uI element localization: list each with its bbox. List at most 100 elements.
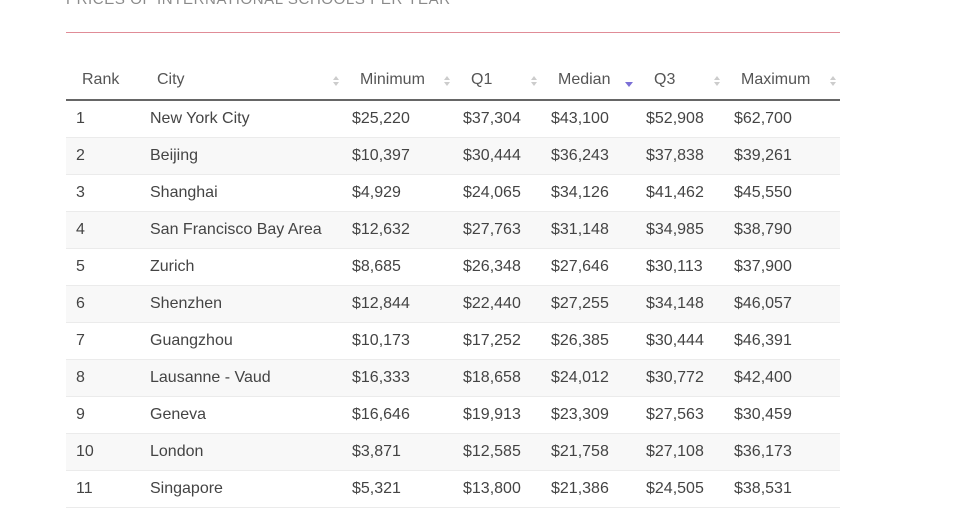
table-cell: Lausanne - Vaud: [150, 369, 271, 386]
table-cell: $16,646: [352, 406, 410, 423]
table-cell: $38,790: [734, 221, 792, 238]
table-row: [66, 360, 840, 397]
table-cell: $26,385: [551, 332, 609, 349]
table-cell: $24,065: [463, 184, 521, 201]
table-cell: 6: [76, 295, 85, 312]
table-cell: $30,444: [463, 147, 521, 164]
table-cell: $24,012: [551, 369, 609, 386]
table-cell: San Francisco Bay Area: [150, 221, 322, 238]
table-cell: $18,658: [463, 369, 521, 386]
table-cell: $19,913: [463, 406, 521, 423]
table-title: PRICES OF INTERNATIONAL SCHOOLS PER YEAR: [66, 0, 451, 8]
table-cell: $21,386: [551, 480, 609, 497]
table-cell: $39,261: [734, 147, 792, 164]
table-cell: 5: [76, 258, 85, 275]
table-cell: $46,057: [734, 295, 792, 312]
table-cell: $37,900: [734, 258, 792, 275]
table-cell: 7: [76, 332, 85, 349]
table-cell: $4,929: [352, 184, 401, 201]
table-cell: $42,400: [734, 369, 792, 386]
table-cell: $30,444: [646, 332, 704, 349]
column-header[interactable]: Minimum: [360, 71, 425, 88]
table-cell: $27,108: [646, 443, 704, 460]
table-cell: $17,252: [463, 332, 521, 349]
table-row: [66, 323, 840, 360]
table-cell: $8,685: [352, 258, 401, 275]
table-cell: Shanghai: [150, 184, 218, 201]
table-cell: $36,173: [734, 443, 792, 460]
table-cell: $3,871: [352, 443, 401, 460]
table-cell: $41,462: [646, 184, 704, 201]
table-cell: 3: [76, 184, 85, 201]
table-cell: Zurich: [150, 258, 195, 275]
table-cell: $21,758: [551, 443, 609, 460]
table-cell: New York City: [150, 110, 250, 127]
table-cell: 8: [76, 369, 85, 386]
table-row: [66, 434, 840, 471]
table-cell: $23,309: [551, 406, 609, 423]
table-cell: $34,985: [646, 221, 704, 238]
table-row: [66, 249, 840, 286]
table-cell: $10,173: [352, 332, 410, 349]
sort-indicator[interactable]: [331, 74, 341, 88]
table-cell: 4: [76, 221, 85, 238]
table-cell: $46,391: [734, 332, 792, 349]
table-cell: $16,333: [352, 369, 410, 386]
table-cell: $24,505: [646, 480, 704, 497]
table-cell: $5,321: [352, 480, 401, 497]
table-cell: $36,243: [551, 147, 609, 164]
table-cell: Beijing: [150, 147, 199, 164]
column-header[interactable]: Rank: [82, 71, 120, 88]
column-header[interactable]: Median: [558, 71, 611, 88]
table-cell: Guangzhou: [150, 332, 233, 349]
table-cell: London: [150, 443, 204, 460]
sort-indicator-active[interactable]: [624, 74, 634, 88]
sort-indicator[interactable]: [712, 74, 722, 88]
table-cell: Geneva: [150, 406, 207, 423]
table-cell: $26,348: [463, 258, 521, 275]
table-cell: Shenzhen: [150, 295, 223, 312]
table-cell: $31,148: [551, 221, 609, 238]
table-cell: $10,397: [352, 147, 410, 164]
header-border: [66, 99, 840, 101]
table-cell: 11: [76, 480, 93, 497]
sort-indicator[interactable]: [442, 74, 452, 88]
table-cell: $12,585: [463, 443, 521, 460]
column-header[interactable]: Maximum: [741, 71, 811, 88]
table-cell: $43,100: [551, 110, 609, 127]
table-cell: $22,440: [463, 295, 521, 312]
table-cell: $27,763: [463, 221, 521, 238]
table-row: [66, 212, 840, 249]
table-cell: $38,531: [734, 480, 792, 497]
sort-indicator[interactable]: [828, 74, 838, 88]
table-row: [66, 175, 840, 212]
table-cell: $30,772: [646, 369, 704, 386]
table-row: [66, 101, 840, 138]
table-cell: $37,838: [646, 147, 704, 164]
table-cell: $12,844: [352, 295, 410, 312]
table-cell: 1: [76, 110, 85, 127]
table-cell: $62,700: [734, 110, 792, 127]
table-cell: $34,126: [551, 184, 609, 201]
table-cell: 10: [76, 443, 94, 460]
table-cell: $30,459: [734, 406, 792, 423]
column-header[interactable]: Q3: [654, 71, 676, 88]
table-cell: $27,646: [551, 258, 609, 275]
table-cell: $30,113: [646, 258, 703, 275]
table-cell: 9: [76, 406, 85, 423]
table-cell: $45,550: [734, 184, 792, 201]
table-cell: $25,220: [352, 110, 410, 127]
table-cell: $12,632: [352, 221, 410, 238]
sort-indicator[interactable]: [529, 74, 539, 88]
title-rule: [66, 32, 840, 33]
table-cell: $27,255: [551, 295, 609, 312]
table-cell: $34,148: [646, 295, 704, 312]
table-row: [66, 397, 840, 434]
column-header[interactable]: City: [157, 71, 185, 88]
column-header[interactable]: Q1: [471, 71, 493, 88]
table-cell: $27,563: [646, 406, 704, 423]
table-cell: $37,304: [463, 110, 521, 127]
table-cell: $13,800: [463, 480, 521, 497]
table-cell: Singapore: [150, 480, 223, 497]
